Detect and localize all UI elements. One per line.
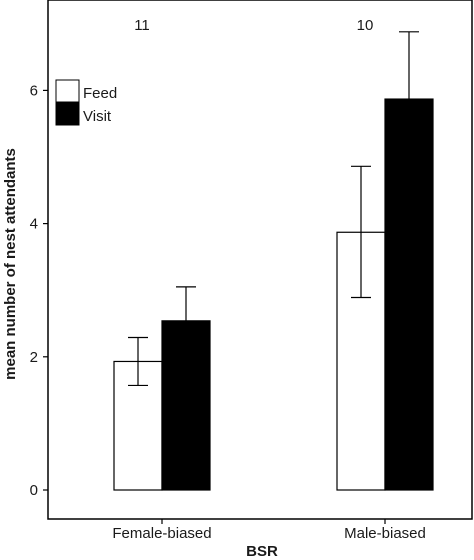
bar-feed-male-biased <box>336 231 386 491</box>
x-tick-label: Female-biased <box>112 525 211 542</box>
x-tick-label: Male-biased <box>344 525 426 542</box>
y-axis-ticks: 0 2 4 6 <box>30 82 48 499</box>
group-sample-size: 11 <box>134 17 150 34</box>
group-sample-size: 10 <box>357 17 374 34</box>
y-tick-label: 6 <box>30 82 38 99</box>
bars <box>113 98 434 491</box>
legend-swatch-feed <box>55 79 80 103</box>
legend-swatch-visit <box>55 102 80 126</box>
legend-label-visit: Visit <box>83 108 112 125</box>
y-tick-label: 4 <box>30 216 38 233</box>
error-bars <box>128 31 419 387</box>
plot-frame <box>47 0 473 520</box>
group-labels: 11 10 <box>134 17 373 34</box>
x-axis-label: BSR <box>246 543 278 560</box>
y-tick-label: 0 <box>30 482 38 499</box>
legend: Feed Visit <box>55 79 117 126</box>
x-axis-ticks: Female-biased Male-biased <box>112 519 426 542</box>
y-tick-label: 2 <box>30 349 38 366</box>
legend-label-feed: Feed <box>83 85 117 102</box>
y-axis-label: mean number of nest attendants <box>2 148 19 380</box>
